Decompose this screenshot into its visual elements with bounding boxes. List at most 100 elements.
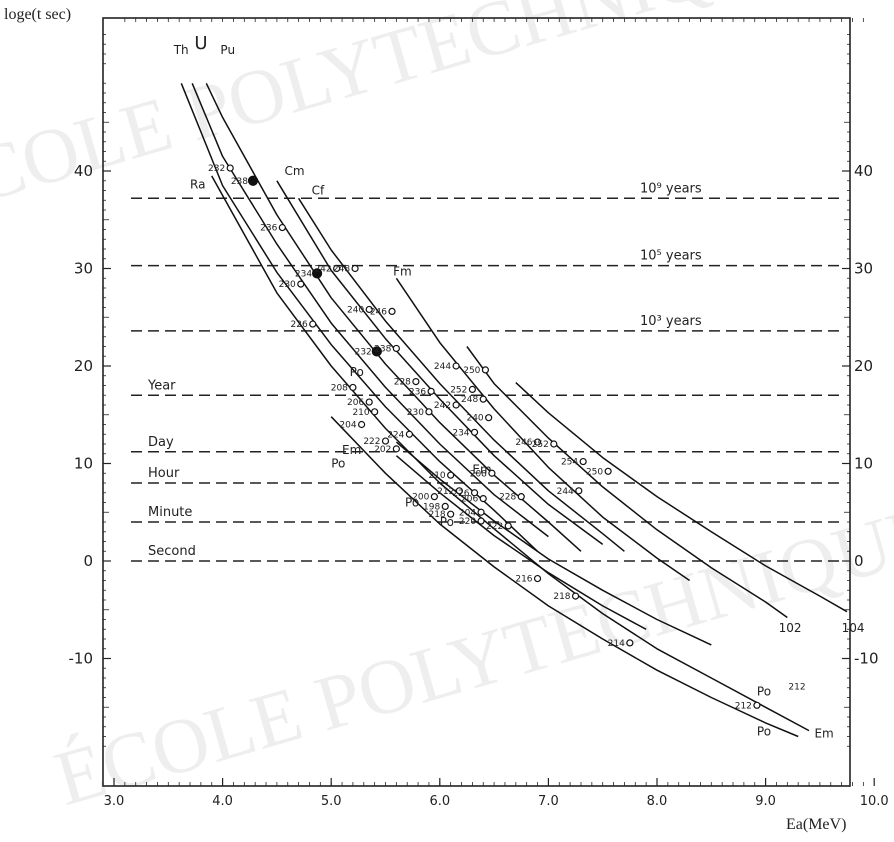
isotope-point [447, 471, 455, 479]
y-tick-label-left: 30 [74, 260, 93, 278]
curve-fm [395, 277, 691, 582]
x-tick-label: 7.0 [538, 794, 559, 809]
isotope-point [311, 268, 323, 279]
reference-label: Minute [148, 505, 192, 520]
isotope-point [533, 438, 542, 446]
x-tick-label: 3.0 [104, 794, 125, 809]
curve-label: Po [405, 495, 419, 509]
reference-label: Second [148, 544, 196, 559]
curve-po-b [395, 455, 647, 630]
curve-104 [515, 382, 848, 613]
y-tick-label-right: 30 [854, 260, 873, 278]
isotope-point [753, 701, 761, 709]
isotope-point [477, 517, 485, 525]
isotope-label: 248 [461, 395, 478, 405]
isotope-label: 232 [208, 164, 225, 174]
isotope-label: 218 [428, 510, 445, 520]
isotope-label: 226 [291, 320, 308, 330]
y-tick-label-left: 10 [74, 455, 93, 473]
isotope-point [226, 164, 234, 172]
isotope-label: 224 [387, 430, 404, 440]
isotope-point [365, 398, 373, 406]
isotope-point [479, 495, 487, 503]
isotope-label: 242 [314, 265, 331, 275]
plot-frame [102, 17, 851, 787]
isotope-point [371, 408, 379, 416]
curve-pu [205, 82, 582, 552]
isotope-label: 200 [412, 493, 429, 503]
isotope-point [533, 574, 542, 583]
isotope-point [371, 346, 382, 357]
isotope-point [470, 489, 479, 497]
curve-label: Po [331, 456, 345, 470]
y-tick-label-right: 10 [854, 455, 873, 473]
curve-label: Po [350, 365, 364, 379]
isotope-label: 210 [352, 408, 369, 418]
curve-th [180, 83, 539, 552]
curve-label: Po [440, 515, 454, 529]
reference-label: Hour [148, 466, 180, 481]
isotope-label: 202 [374, 445, 391, 455]
y-tick-label-right: 20 [854, 357, 873, 375]
x-axis-label-text: Ea(MeV) [786, 816, 847, 833]
curve-label-superscript: 212 [788, 683, 805, 693]
y-axis-label: loge(t sec) [4, 6, 71, 24]
curve-label: Cm [285, 164, 305, 178]
isotope-label: 246 [515, 438, 532, 448]
isotope-label: 230 [279, 280, 296, 290]
isotope-label: 204 [339, 421, 356, 431]
isotope-label: 228 [499, 493, 516, 503]
isotope-point [297, 280, 305, 288]
isotope-label: 228 [394, 378, 411, 388]
isotope-point [626, 639, 634, 647]
x-tick-label: 9.0 [755, 794, 776, 809]
curve-label: Po [757, 685, 771, 699]
isotope-label: 218 [553, 592, 570, 602]
isotope-label: 212 [735, 701, 752, 711]
isotope-label: 244 [557, 487, 574, 497]
isotope-point [504, 522, 512, 530]
curve-ra [211, 175, 810, 732]
isotope-point [485, 414, 493, 422]
isotope-label: 222 [363, 437, 380, 447]
curve-102 [466, 346, 788, 619]
isotope-label: 208 [331, 383, 348, 393]
curve-label: Em [814, 726, 833, 740]
isotope-point [358, 420, 366, 429]
y-tick-label-left: 0 [83, 552, 93, 570]
isotope-point [550, 440, 558, 448]
y-tick-label-right: -10 [854, 650, 879, 668]
isotope-point [278, 223, 286, 232]
curve-label: Pu [220, 43, 235, 57]
isotope-point [425, 408, 433, 416]
isotope-point [579, 457, 587, 466]
isotope-point [381, 437, 390, 445]
isotope-label: 248 [333, 265, 350, 275]
isotope-label: 234 [295, 269, 312, 279]
isotope-point [470, 428, 479, 436]
isotope-label: 212 [437, 487, 454, 497]
isotope-point [441, 502, 449, 510]
reference-label: Year [147, 378, 176, 393]
x-tick-label: 6.0 [429, 794, 450, 809]
isotope-point [392, 445, 400, 453]
isotope-point [388, 307, 396, 315]
isotope-label: 206 [347, 398, 364, 408]
isotope-point [430, 493, 438, 501]
y-tick-label-left: -10 [69, 650, 94, 668]
isotope-point [571, 592, 580, 600]
isotope-label: 250 [586, 467, 603, 477]
curve-cm [276, 180, 604, 546]
isotope-point [479, 395, 487, 403]
y-tick-label-right: 40 [854, 162, 873, 180]
isotope-label: 214 [608, 639, 625, 649]
isotope-point [309, 320, 317, 328]
y-tick-label-left: 40 [74, 162, 93, 180]
isotope-point [333, 264, 341, 273]
isotope-label: 244 [434, 362, 451, 372]
curve-label: Fm [393, 264, 412, 278]
isotope-label: 234 [452, 428, 469, 438]
reference-label: 10³ years [640, 314, 702, 329]
curve-label: U [194, 33, 207, 54]
isotope-point [468, 385, 476, 393]
